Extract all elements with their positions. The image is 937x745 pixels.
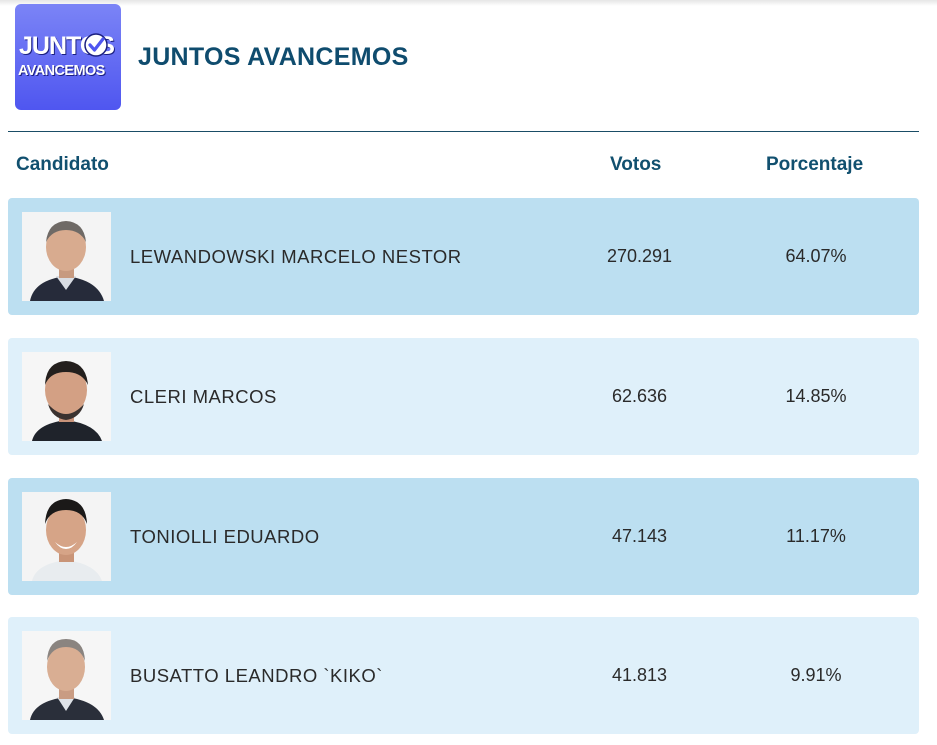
candidate-row: TONIOLLI EDUARDO 47.143 11.17% bbox=[8, 478, 919, 595]
column-header-votes: Votos bbox=[610, 154, 662, 175]
candidate-photo bbox=[22, 492, 111, 581]
party-title: JUNTOS AVANCEMOS bbox=[138, 42, 409, 71]
candidate-percent: 11.17% bbox=[786, 526, 846, 546]
party-header: JUNTOS AVANCEMOS JUNTOS AVANCEMOS bbox=[15, 4, 409, 110]
candidate-row: LEWANDOWSKI MARCELO NESTOR 270.291 64.07… bbox=[8, 198, 919, 315]
candidate-percent: 14.85% bbox=[785, 386, 847, 406]
candidate-votes: 47.143 bbox=[611, 526, 668, 546]
column-header-candidate: Candidato bbox=[16, 154, 109, 175]
candidate-name: CLERI MARCOS bbox=[130, 385, 277, 407]
candidate-percent: 64.07% bbox=[785, 246, 847, 266]
candidate-row: BUSATTO LEANDRO `KIKO` 41.813 9.91% bbox=[8, 617, 919, 734]
candidate-photo bbox=[22, 352, 111, 441]
checkmark-icon bbox=[84, 33, 108, 57]
top-shadow bbox=[0, 0, 937, 6]
candidate-photo bbox=[22, 631, 111, 720]
header-divider bbox=[8, 131, 919, 132]
candidate-name: TONIOLLI EDUARDO bbox=[130, 525, 320, 547]
column-header-percent: Porcentaje bbox=[766, 154, 864, 175]
candidate-name: BUSATTO LEANDRO `KIKO` bbox=[130, 664, 383, 686]
candidate-name: LEWANDOWSKI MARCELO NESTOR bbox=[130, 245, 462, 267]
candidate-percent: 9.91% bbox=[790, 665, 842, 685]
candidate-votes: 41.813 bbox=[611, 665, 668, 685]
candidate-votes: 270.291 bbox=[606, 246, 673, 266]
candidate-photo bbox=[22, 212, 111, 301]
candidate-votes: 62.636 bbox=[611, 386, 668, 406]
party-logo: JUNTOS AVANCEMOS bbox=[15, 4, 121, 110]
logo-text-avancemos: AVANCEMOS bbox=[18, 63, 105, 79]
candidate-row: CLERI MARCOS 62.636 14.85% bbox=[8, 338, 919, 455]
